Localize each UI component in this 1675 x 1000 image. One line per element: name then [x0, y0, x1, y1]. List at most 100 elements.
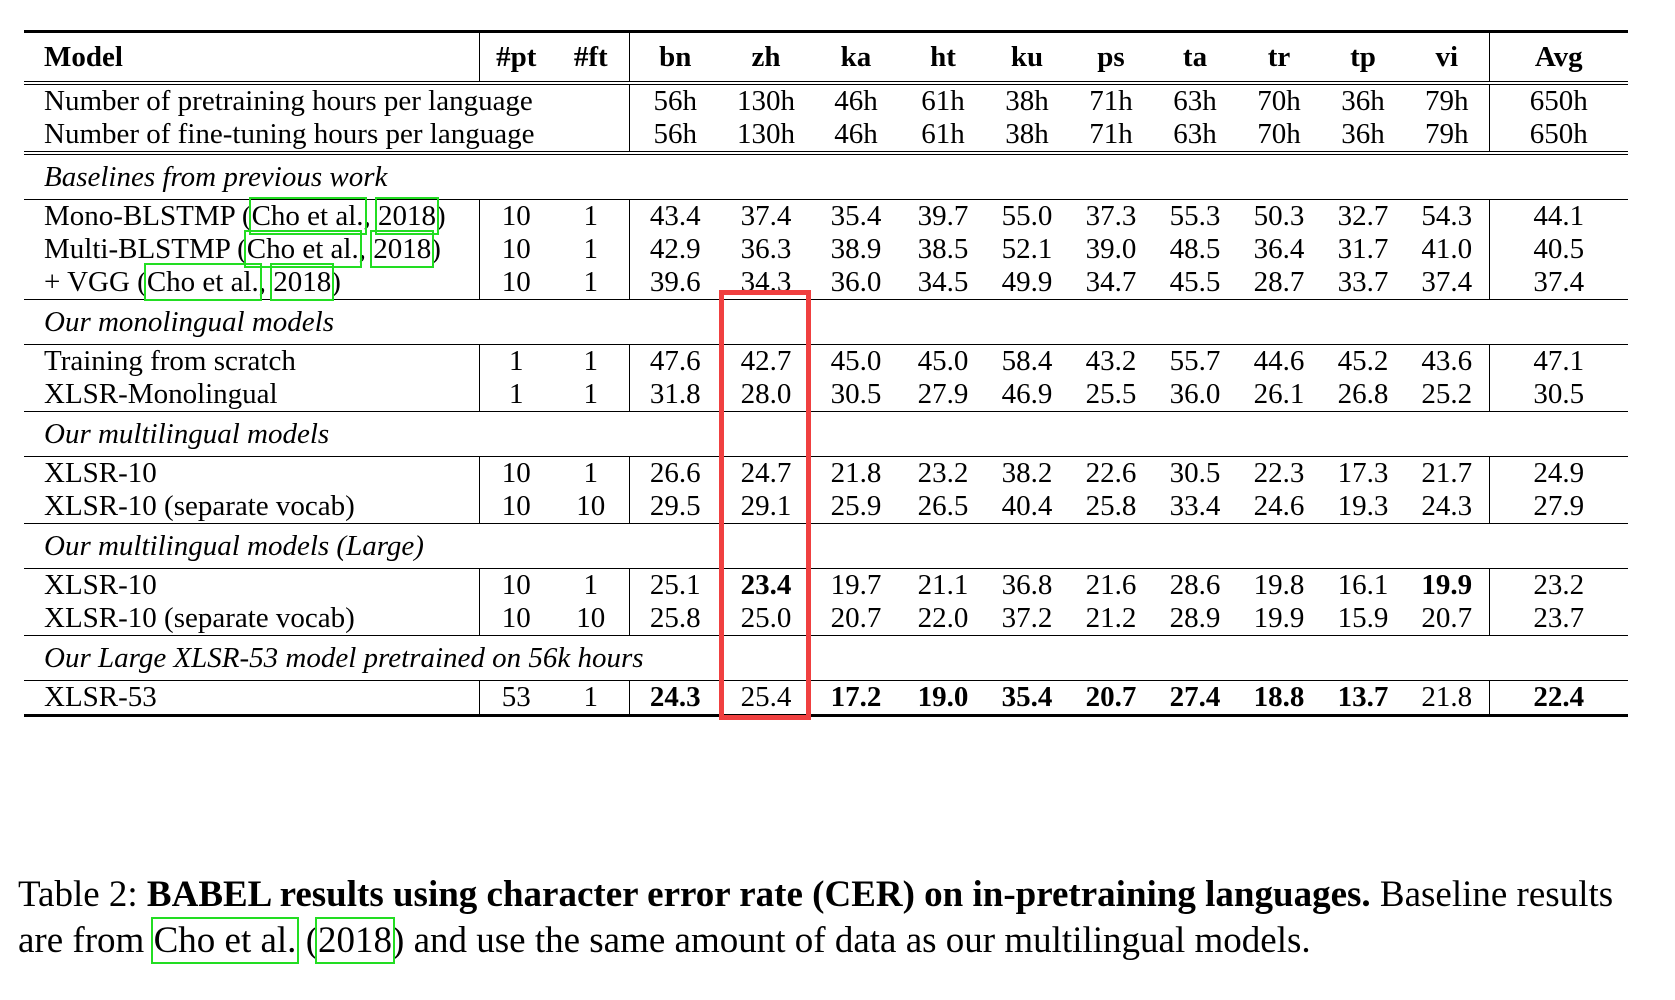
cer-cell: 28.0: [740, 378, 792, 410]
ft-count: 10: [553, 490, 630, 524]
cer-cell: 43.2: [1069, 344, 1153, 378]
cer-cell: 15.9: [1337, 602, 1389, 634]
cer-cell: 52.1: [1001, 233, 1053, 265]
cer-cell: 26.8: [1337, 378, 1389, 410]
cer-cell: 45.2: [1321, 344, 1405, 378]
section-header: Baselines from previous work: [24, 151, 1628, 200]
cer-cell: 31.7: [1337, 233, 1389, 265]
cer-cell: 45.0: [901, 344, 985, 378]
citation-link-author[interactable]: Cho et al.: [248, 197, 367, 235]
hours-cell: 70h: [1257, 118, 1301, 150]
cer-cell: 47.6: [629, 344, 721, 378]
ft-count: 1: [553, 233, 630, 266]
model-name-text: ,: [363, 200, 379, 232]
ft-count: 1: [553, 344, 630, 378]
model-name: XLSR-10 (separate vocab): [24, 602, 480, 636]
cer-cell: 36.0: [830, 266, 882, 298]
avg-cell: 23.2: [1489, 568, 1628, 602]
citation-link-author[interactable]: Cho et al.: [243, 230, 362, 268]
pt-count: 10: [501, 266, 531, 298]
model-name-text: ): [436, 200, 446, 232]
model-name-text: Multi-BLSTMP (: [44, 233, 247, 265]
hours-cell: 38h: [1005, 118, 1049, 150]
ft-count: 1: [553, 378, 630, 412]
citation-link-year[interactable]: 2018: [315, 917, 396, 964]
avg-cell: 47.1: [1489, 344, 1628, 378]
cer-cell: 16.1: [1321, 568, 1405, 602]
hours-cell: 36h: [1341, 118, 1385, 150]
cer-cell: 22.0: [917, 602, 969, 634]
cer-cell: 42.7: [721, 344, 811, 378]
citation-link-year[interactable]: 2018: [270, 263, 335, 301]
citation-link-year[interactable]: 2018: [375, 197, 440, 235]
cer-cell: 22.3: [1237, 456, 1321, 490]
cer-cell: 45.0: [811, 344, 901, 378]
cer-cell: 43.4: [629, 199, 721, 233]
caption-text: ) and use the same amount of data as our…: [392, 920, 1311, 961]
cer-cell: 34.3: [740, 266, 792, 298]
hours-cell: 61h: [921, 85, 965, 117]
avg-cell: 24.9: [1489, 456, 1628, 490]
table-container: Model #pt #ft bn zh ka ht ku ps ta tr tp…: [24, 30, 1628, 720]
table-row: Training from scratch 1 1 47.6 42.7 45.0 45.0 5…: [24, 344, 1628, 378]
cer-cell: 33.4: [1169, 490, 1221, 522]
header-lang: tp: [1350, 40, 1376, 73]
pt-count: 10: [501, 490, 531, 522]
model-name: Mono-BLSTMP (Cho et al., 2018): [24, 197, 480, 235]
pretraining-hours-row: Number of pretraining hours per language…: [24, 83, 1628, 118]
table-row: Multi-BLSTMP (Cho et al., 2018) 10 1 42.9 36…: [24, 230, 1628, 268]
table-caption: Table 2: BABEL results using character e…: [18, 872, 1658, 964]
table-row: + VGG (Cho et al., 2018) 10 1 39.6 34.3 36.0 3…: [24, 263, 1628, 301]
hours-cell: 650h: [1529, 85, 1588, 117]
cer-cell: 24.3: [1405, 490, 1490, 524]
section-header: Our Large XLSR-53 model pretrained on 56…: [24, 635, 1628, 681]
model-name: Training from scratch: [24, 344, 480, 378]
cer-cell: 27.9: [917, 378, 969, 410]
cer-cell: 21.2: [1085, 602, 1137, 634]
cer-cell: 28.6: [1153, 568, 1237, 602]
cer-cell: 36.8: [985, 568, 1069, 602]
header-pt: #pt: [496, 40, 537, 73]
header-avg: Avg: [1534, 40, 1583, 73]
cer-cell: 28.7: [1253, 266, 1305, 298]
cer-cell: 25.5: [1085, 378, 1137, 410]
avg-cell: 40.5: [1533, 233, 1585, 265]
cer-cell: 39.6: [649, 266, 701, 298]
cer-cell: 23.4: [721, 568, 811, 602]
cer-cell: 19.7: [811, 568, 901, 602]
header-lang: vi: [1405, 31, 1490, 83]
cer-cell: 28.9: [1169, 602, 1221, 634]
hours-cell: 71h: [1089, 85, 1133, 117]
cer-cell: 25.2: [1405, 378, 1490, 412]
results-section: Baselines from previous work Mono-BLSTMP …: [24, 151, 1628, 717]
cer-cell: 20.7: [1405, 602, 1490, 636]
cer-cell: 37.4: [1405, 266, 1490, 300]
header-model: Model: [24, 31, 480, 83]
cer-cell: 36.0: [1169, 378, 1221, 410]
model-name-text: ): [431, 233, 441, 265]
hours-cell: 61h: [921, 118, 965, 150]
cer-cell: 39.0: [1085, 233, 1137, 265]
cer-cell: 41.0: [1405, 233, 1490, 266]
cer-cell: 22.6: [1069, 456, 1153, 490]
header-row: Model #pt #ft bn zh ka ht ku ps ta tr tp…: [24, 31, 1628, 83]
citation-link-author[interactable]: Cho et al.: [150, 917, 300, 964]
cer-cell: 38.9: [830, 233, 882, 265]
cer-cell: 45.5: [1169, 266, 1221, 298]
cer-cell: 25.1: [629, 568, 721, 602]
model-name: XLSR-10: [24, 568, 480, 602]
section-header: Our monolingual models: [24, 299, 1628, 345]
hours-cell: 63h: [1173, 85, 1217, 117]
section-title: Baselines from previous work: [24, 151, 1628, 200]
citation-link-year[interactable]: 2018: [370, 230, 435, 268]
cer-cell: 25.8: [1085, 490, 1137, 522]
caption-title: BABEL results using character error rate…: [146, 874, 1371, 915]
ft-count: 1: [553, 680, 630, 717]
cer-cell: 43.6: [1405, 344, 1490, 378]
ft-count: 1: [553, 199, 630, 233]
avg-cell: 27.9: [1533, 490, 1585, 522]
cer-cell: 25.8: [649, 602, 701, 634]
cer-cell: 26.1: [1253, 378, 1305, 410]
citation-link-author[interactable]: Cho et al.: [143, 263, 262, 301]
cer-cell: 30.5: [1153, 456, 1237, 490]
